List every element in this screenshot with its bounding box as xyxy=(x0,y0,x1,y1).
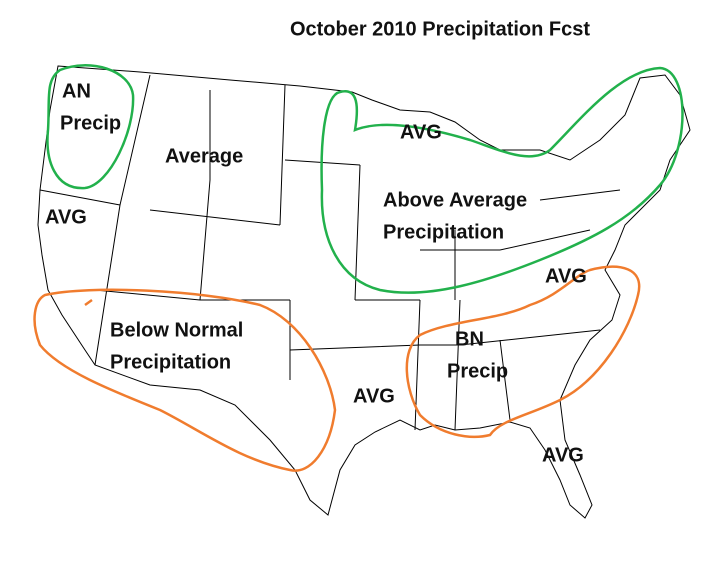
us-outline xyxy=(37,65,691,519)
region-label: AVG xyxy=(542,444,584,466)
region-label: AN xyxy=(62,80,91,102)
region-label: AVG xyxy=(545,265,587,287)
region-label: AVG xyxy=(400,121,442,143)
region-label: Average xyxy=(165,145,243,167)
region-label: BN xyxy=(455,328,484,350)
region-label: Above Average xyxy=(383,189,527,211)
region-label: AVG xyxy=(353,385,395,407)
orange-region xyxy=(33,288,337,472)
region-label: Precip xyxy=(60,112,121,134)
state-lines xyxy=(39,74,621,431)
orange-region xyxy=(405,265,641,439)
map-title: October 2010 Precipitation Fcst xyxy=(290,18,590,40)
region-label: Precipitation xyxy=(383,221,504,243)
region-label: Precip xyxy=(447,360,508,382)
green-region xyxy=(320,66,684,294)
green-region xyxy=(46,64,135,190)
region-label: Precipitation xyxy=(110,351,231,373)
region-label: Below Normal xyxy=(110,319,243,341)
region-label: AVG xyxy=(45,206,87,228)
